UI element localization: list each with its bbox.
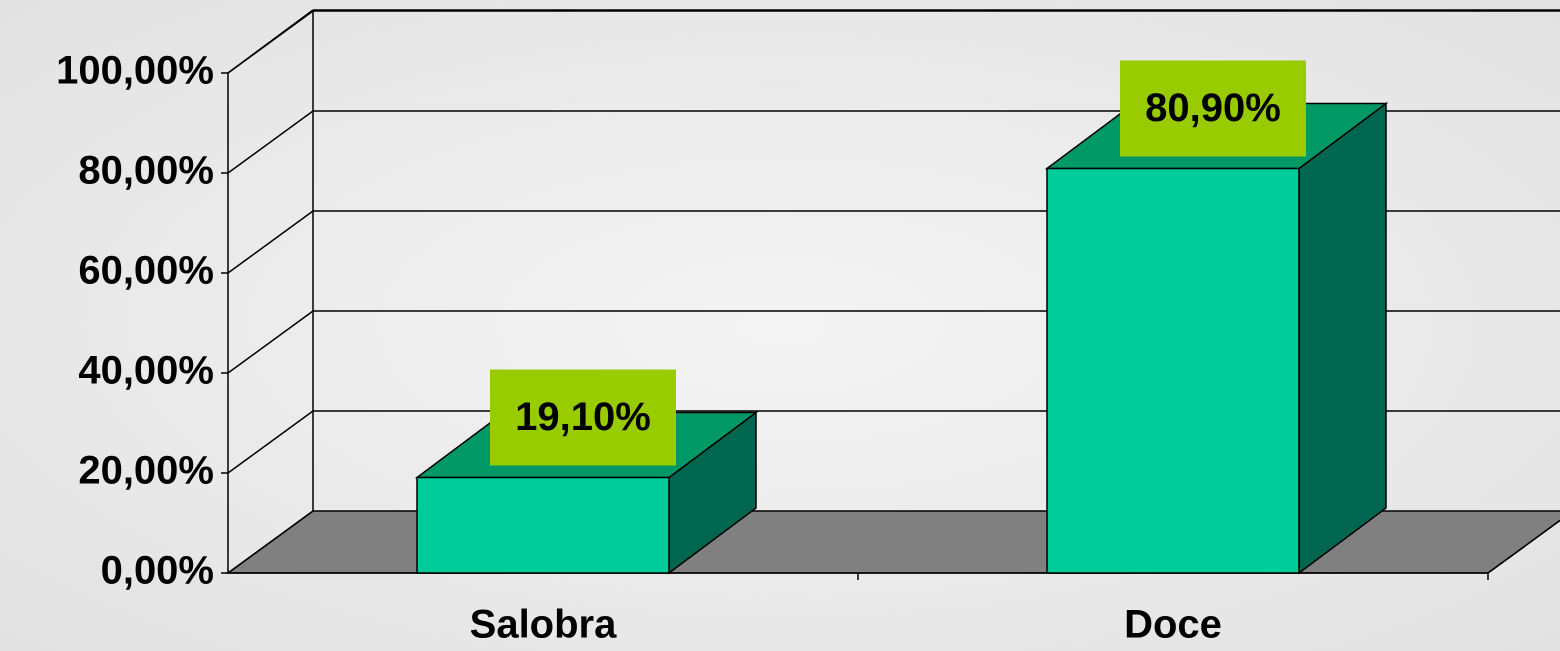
x-axis-depth (1487, 519, 1560, 574)
grid-line (227, 410, 314, 474)
y-tick-label: 100,00% (56, 49, 214, 93)
value-label-box (490, 369, 676, 466)
grid-line (227, 510, 314, 574)
bar-side (1298, 102, 1387, 575)
x-tick-label: Salobra (470, 603, 617, 647)
value-label: 19,10% (515, 395, 651, 439)
y-tick-label: 60,00% (78, 249, 214, 293)
x-tick-label: Doce (1124, 603, 1222, 647)
y-tick-label: 40,00% (78, 349, 214, 393)
value-label: 80,90% (1145, 86, 1281, 130)
bar (1046, 167, 1300, 574)
grid-line (227, 110, 314, 174)
y-tick-label: 0,00% (101, 549, 214, 593)
bar (416, 476, 670, 574)
y-tick-label: 80,00% (78, 149, 214, 193)
grid-line (227, 10, 314, 74)
y-tick-label: 20,00% (78, 449, 214, 493)
value-label-box (1120, 60, 1306, 157)
grid-line (227, 310, 314, 374)
grid-line (227, 210, 314, 274)
